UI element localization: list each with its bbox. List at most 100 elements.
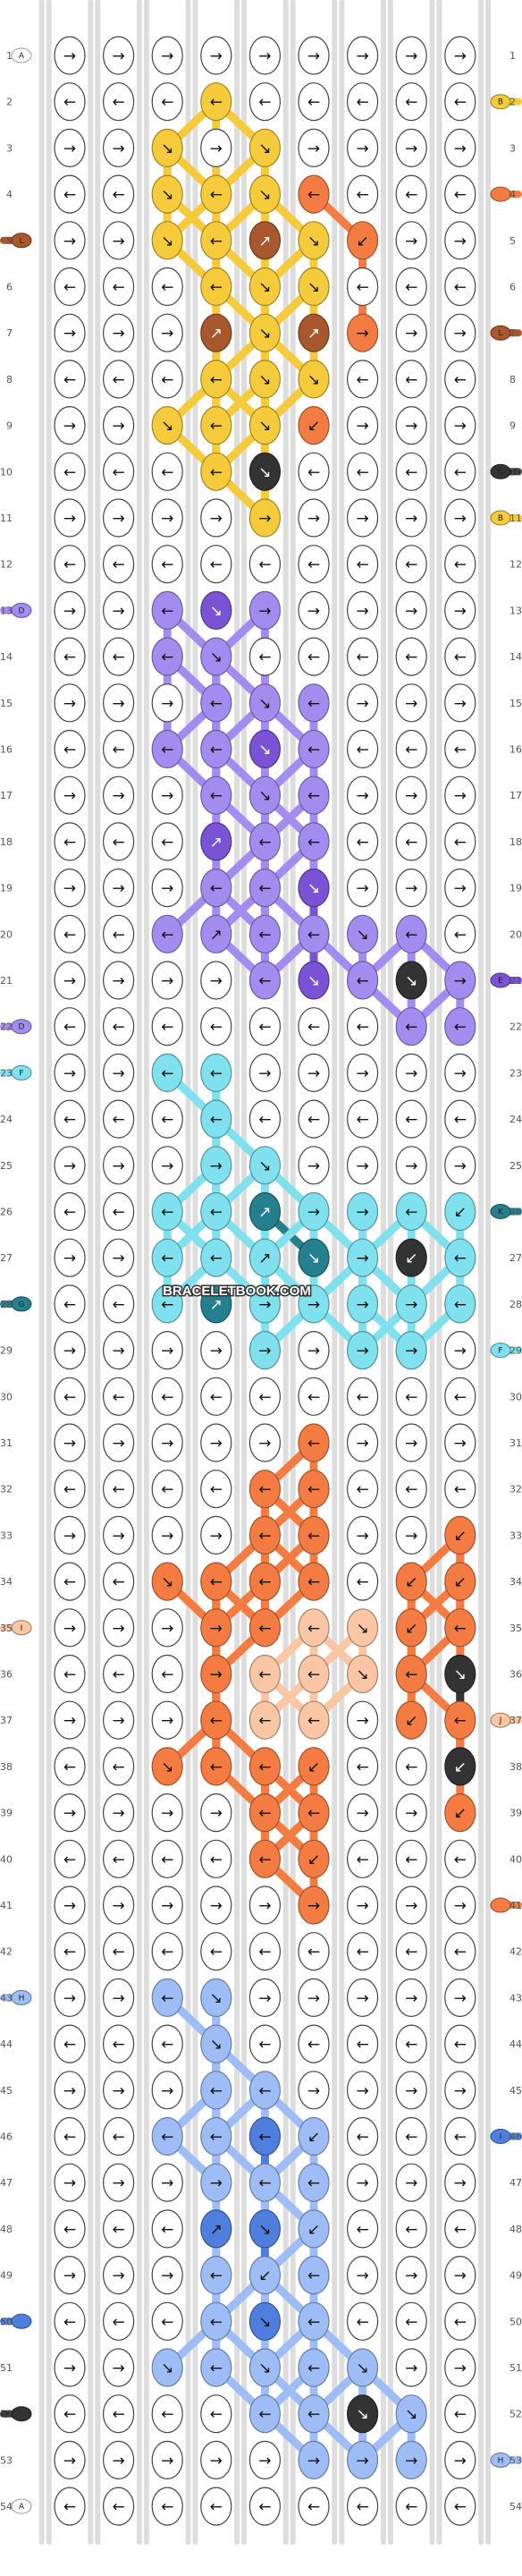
knot: ←: [347, 1562, 379, 1601]
knot-direction-icon: ↙: [405, 1573, 417, 1591]
knot: ←: [395, 2024, 427, 2063]
knot-direction-icon: →: [356, 2082, 368, 2100]
knot: ←: [248, 2071, 281, 2110]
knot-direction-icon: →: [63, 2082, 76, 2100]
row-number-left: 50: [0, 2316, 13, 2327]
knot: →: [103, 1330, 135, 1370]
knot: ←: [200, 452, 232, 491]
knot-direction-icon: →: [356, 695, 368, 713]
knot-direction-icon: ←: [210, 2498, 223, 2516]
knot-direction-icon: ←: [63, 1758, 76, 1776]
knot: →: [347, 1238, 379, 1277]
knot: ↙: [444, 1191, 476, 1232]
knot: ←: [103, 729, 135, 769]
row-number-right: 7: [509, 327, 516, 339]
knot: ←: [444, 545, 476, 584]
knot: ←: [54, 637, 86, 676]
knot: ↙: [298, 406, 330, 445]
knot: →: [103, 1885, 135, 1925]
knot-direction-icon: ←: [454, 1388, 467, 1406]
knot: →: [347, 406, 379, 445]
knot-direction-icon: ←: [210, 233, 223, 250]
knot: →: [54, 775, 86, 815]
row-number-right: 34: [509, 1576, 522, 1588]
knot: →: [54, 683, 86, 723]
knot: ←: [54, 174, 86, 214]
knot-direction-icon: ←: [63, 186, 76, 204]
knot: ←: [347, 1932, 379, 1971]
knot: →: [395, 1330, 427, 1370]
knot-direction-icon: ←: [356, 1111, 368, 1129]
row-number-left: 32: [0, 1484, 13, 1496]
knot-direction-icon: ←: [161, 1019, 173, 1037]
knot-direction-icon: ↘: [258, 279, 271, 297]
knot-direction-icon: ←: [258, 1805, 271, 1823]
row-number-right: 32: [509, 1484, 522, 1496]
knot: ←: [151, 1654, 183, 1694]
row-number-left: 43: [0, 1992, 13, 2004]
knot: ↗: [200, 1284, 232, 1324]
knot-direction-icon: →: [454, 787, 467, 805]
knot: ←: [444, 1377, 476, 1416]
knot-direction-icon: →: [112, 140, 124, 157]
right-string-2: B: [490, 94, 522, 110]
knot: →: [444, 36, 476, 75]
knot-direction-icon: ↙: [454, 1204, 467, 1222]
knot-direction-icon: →: [161, 2267, 173, 2285]
knot-direction-icon: ↘: [258, 2221, 271, 2239]
knot: ←: [298, 1470, 330, 1509]
knot: ←: [54, 1007, 86, 1046]
knot-direction-icon: ↘: [258, 418, 271, 436]
knot-direction-icon: →: [356, 880, 368, 898]
knot-direction-icon: →: [454, 1897, 467, 1915]
knot: →: [298, 1978, 330, 2017]
knot: ←: [298, 1932, 330, 1971]
knot-direction-icon: ←: [112, 371, 124, 389]
knot-direction-icon: →: [63, 880, 76, 898]
knot: →: [298, 2440, 330, 2479]
knot: ←: [54, 729, 86, 769]
knot-direction-icon: ←: [210, 787, 223, 805]
knot: ←: [54, 452, 86, 491]
right-string-10: C: [490, 463, 522, 479]
knot: →: [200, 1792, 232, 1833]
knot: ←: [395, 82, 427, 122]
knot-direction-icon: ←: [112, 1481, 124, 1499]
row-number-left: 10: [0, 466, 13, 478]
knot-direction-icon: →: [161, 695, 173, 713]
knot: ↘: [248, 267, 281, 307]
knot: ↘: [200, 590, 232, 631]
knot-direction-icon: ↘: [210, 2036, 223, 2054]
knot: ←: [248, 1700, 281, 1740]
knot-direction-icon: ↘: [258, 186, 271, 204]
left-string-1: A: [0, 47, 32, 64]
row-number-left: 54: [0, 2501, 13, 2512]
knot: →: [248, 590, 281, 631]
knot-direction-icon: →: [454, 233, 467, 250]
knot: ←: [103, 1284, 135, 1324]
knot: ←: [151, 914, 183, 953]
string-letter: H: [19, 1994, 25, 2003]
knot-direction-icon: ←: [454, 1944, 467, 1962]
knot-direction-icon: ↙: [307, 2129, 320, 2147]
knot: →: [103, 590, 135, 631]
knot: ←: [248, 961, 281, 1000]
knot-direction-icon: ←: [307, 2360, 320, 2377]
knot-direction-icon: ←: [258, 1851, 271, 1868]
knot: ←: [298, 637, 330, 676]
knot: →: [54, 313, 86, 352]
knot-direction-icon: ←: [356, 1573, 368, 1591]
knot: ←: [298, 914, 330, 953]
knot-direction-icon: →: [454, 2082, 467, 2100]
row-number-left: 41: [0, 1900, 13, 1911]
knot: ←: [151, 267, 183, 307]
knot-direction-icon: →: [258, 2452, 271, 2470]
string-letter: D: [19, 606, 25, 615]
knot-direction-icon: ←: [112, 463, 124, 481]
knot: ←: [248, 1839, 281, 1878]
knot: ←: [444, 729, 476, 769]
knot: ←: [200, 775, 232, 815]
knot-direction-icon: ←: [307, 1435, 320, 1453]
string-color-swatch: [11, 2313, 32, 2329]
knot-direction-icon: ↘: [405, 972, 417, 990]
